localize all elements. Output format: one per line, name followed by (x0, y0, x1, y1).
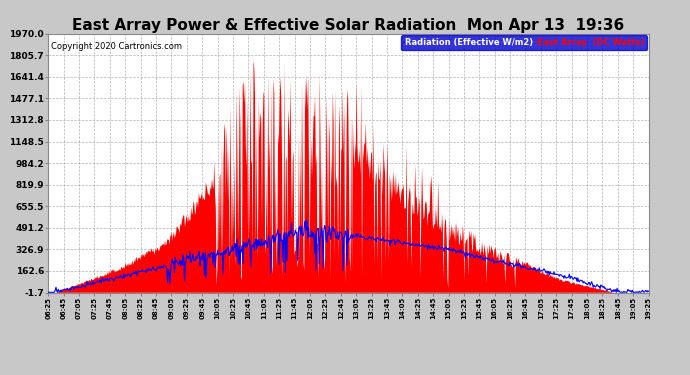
Text: Copyright 2020 Cartronics.com: Copyright 2020 Cartronics.com (51, 42, 182, 51)
Legend: Radiation (Effective W/m2), East Array  (DC Watts): Radiation (Effective W/m2), East Array (… (401, 35, 647, 50)
Title: East Array Power & Effective Solar Radiation  Mon Apr 13  19:36: East Array Power & Effective Solar Radia… (72, 18, 624, 33)
